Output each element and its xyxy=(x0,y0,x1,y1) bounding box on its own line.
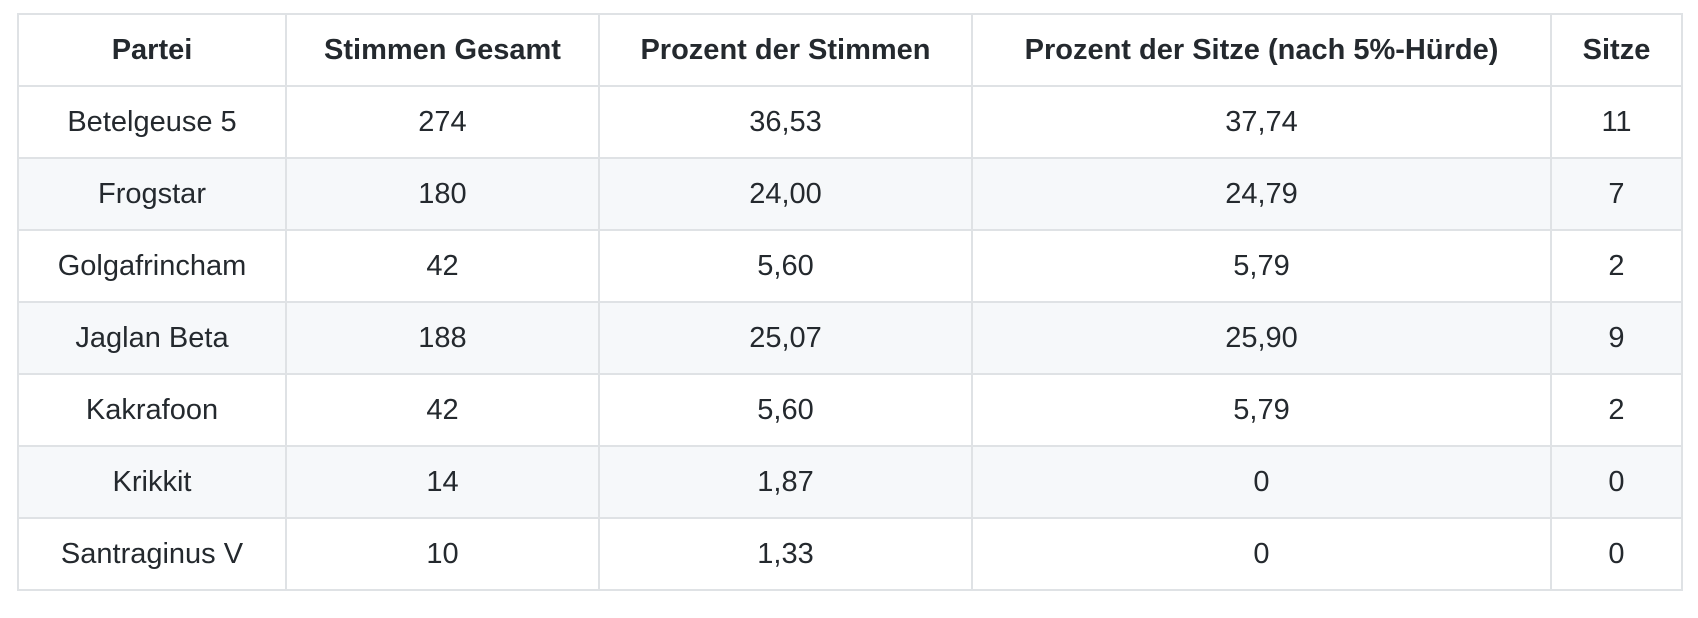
table-cell: Betelgeuse 5 xyxy=(17,85,287,159)
table-cell: 1,87 xyxy=(598,445,973,519)
table-cell: 5,60 xyxy=(598,229,973,303)
header-row: Partei Stimmen Gesamt Prozent der Stimmen P… xyxy=(17,13,1683,87)
table-cell: 42 xyxy=(285,373,600,447)
table-cell: 0 xyxy=(1550,445,1683,519)
table-cell: 24,00 xyxy=(598,157,973,231)
table-cell: 9 xyxy=(1550,301,1683,375)
table-cell: 24,79 xyxy=(971,157,1552,231)
table-cell: Frogstar xyxy=(17,157,287,231)
table-row: Frogstar 180 24,00 24,79 7 xyxy=(17,157,1683,231)
table-cell: 2 xyxy=(1550,229,1683,303)
table-cell: 0 xyxy=(1550,517,1683,591)
table-body: Betelgeuse 5 274 36,53 37,74 11 Frogstar 180 24… xyxy=(17,85,1683,591)
table-row: Santraginus V 10 1,33 0 0 xyxy=(17,517,1683,591)
table-cell: 188 xyxy=(285,301,600,375)
table-cell: 5,79 xyxy=(971,229,1552,303)
table-cell: 180 xyxy=(285,157,600,231)
table-cell: 2 xyxy=(1550,373,1683,447)
header-cell: Stimmen Gesamt xyxy=(285,13,600,87)
header-cell: Prozent der Stimmen xyxy=(598,13,973,87)
header-cell: Prozent der Sitze (nach 5%-Hürde) xyxy=(971,13,1552,87)
table-cell: 25,07 xyxy=(598,301,973,375)
results-table: Partei Stimmen Gesamt Prozent der Stimmen P… xyxy=(17,13,1683,591)
table-cell: 274 xyxy=(285,85,600,159)
table-cell: 36,53 xyxy=(598,85,973,159)
table-row: Betelgeuse 5 274 36,53 37,74 11 xyxy=(17,85,1683,159)
table-cell: 10 xyxy=(285,517,600,591)
table-cell: Jaglan Beta xyxy=(17,301,287,375)
table-row: Krikkit 14 1,87 0 0 xyxy=(17,445,1683,519)
table-cell: 11 xyxy=(1550,85,1683,159)
table-row: Kakrafoon 42 5,60 5,79 2 xyxy=(17,373,1683,447)
table-cell: 25,90 xyxy=(971,301,1552,375)
table-cell: 5,79 xyxy=(971,373,1552,447)
table-cell: Kakrafoon xyxy=(17,373,287,447)
table-cell: Krikkit xyxy=(17,445,287,519)
table-cell: 42 xyxy=(285,229,600,303)
table-cell: 5,60 xyxy=(598,373,973,447)
header-cell: Sitze xyxy=(1550,13,1683,87)
table-cell: 7 xyxy=(1550,157,1683,231)
table-cell: Santraginus V xyxy=(17,517,287,591)
table-cell: 14 xyxy=(285,445,600,519)
table-cell: 0 xyxy=(971,445,1552,519)
table-header: Partei Stimmen Gesamt Prozent der Stimmen P… xyxy=(17,13,1683,87)
table-cell: 37,74 xyxy=(971,85,1552,159)
table-row: Jaglan Beta 188 25,07 25,90 9 xyxy=(17,301,1683,375)
header-cell: Partei xyxy=(17,13,287,87)
table-row: Golgafrincham 42 5,60 5,79 2 xyxy=(17,229,1683,303)
table-cell: 0 xyxy=(971,517,1552,591)
table-cell: 1,33 xyxy=(598,517,973,591)
table-cell: Golgafrincham xyxy=(17,229,287,303)
